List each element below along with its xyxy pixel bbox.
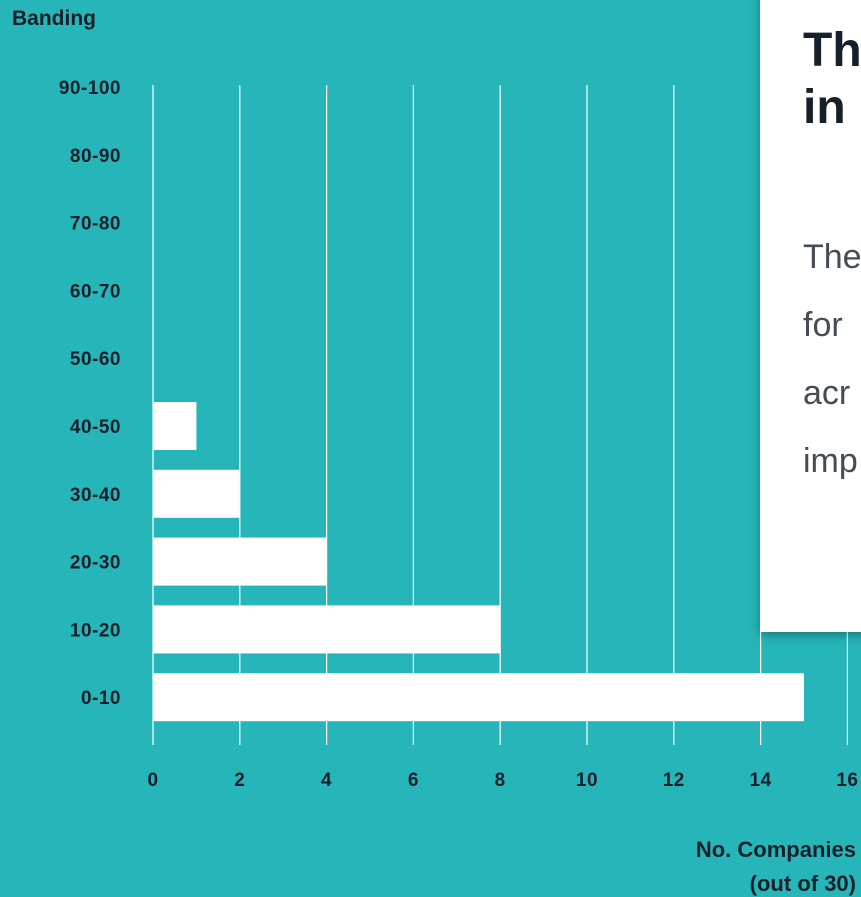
card-title: Th in (803, 22, 861, 136)
bars (153, 402, 804, 722)
x-axis-title-line1: No. Companies (696, 837, 856, 862)
y-tick-label: 90-100 (59, 78, 121, 99)
bar-40-50 (153, 402, 197, 450)
y-tick-label: 20-30 (70, 553, 121, 574)
x-tick-label: 8 (495, 770, 506, 791)
y-axis-title: Banding (12, 7, 96, 30)
y-tick-label: 60-70 (70, 281, 121, 302)
card-body: The for acr imp (803, 223, 861, 495)
x-tick-label: 16 (836, 770, 858, 791)
x-tick-label: 6 (408, 770, 419, 791)
x-axis-title-line2: (out of 30) (750, 871, 856, 896)
y-tick-label: 10-20 (70, 620, 121, 641)
y-tick-label: 0-10 (81, 688, 121, 709)
x-tick-label: 12 (663, 770, 685, 791)
x-tick-label: 10 (576, 770, 598, 791)
bar-20-30 (153, 537, 327, 586)
x-tick-label: 4 (321, 770, 332, 791)
y-tick-label: 80-90 (70, 146, 121, 167)
bar-0-10 (153, 673, 804, 722)
card-body-line: The (803, 238, 861, 276)
x-tick-labels: 0 2 4 6 8 10 12 14 16 (147, 770, 858, 791)
y-tick-label: 40-50 (70, 417, 121, 438)
x-tick-label: 14 (750, 770, 772, 791)
card-body-line: acr (803, 374, 851, 412)
bar-10-20 (153, 605, 501, 654)
card-body-line: for (803, 306, 843, 344)
bar-30-40 (153, 469, 240, 518)
y-tick-label: 30-40 (70, 485, 121, 506)
card-body-line: imp (803, 442, 858, 480)
card-title-line: in (803, 81, 846, 134)
card-title-line: Th (803, 24, 861, 77)
info-card: Th in The for acr imp (760, 0, 861, 632)
y-tick-labels: 90-100 80-90 70-80 60-70 50-60 40-50 30-40 20-3… (59, 78, 121, 709)
x-tick-label: 0 (147, 770, 158, 791)
y-tick-label: 70-80 (70, 214, 121, 235)
y-tick-label: 50-60 (70, 349, 121, 370)
x-tick-label: 2 (234, 770, 245, 791)
